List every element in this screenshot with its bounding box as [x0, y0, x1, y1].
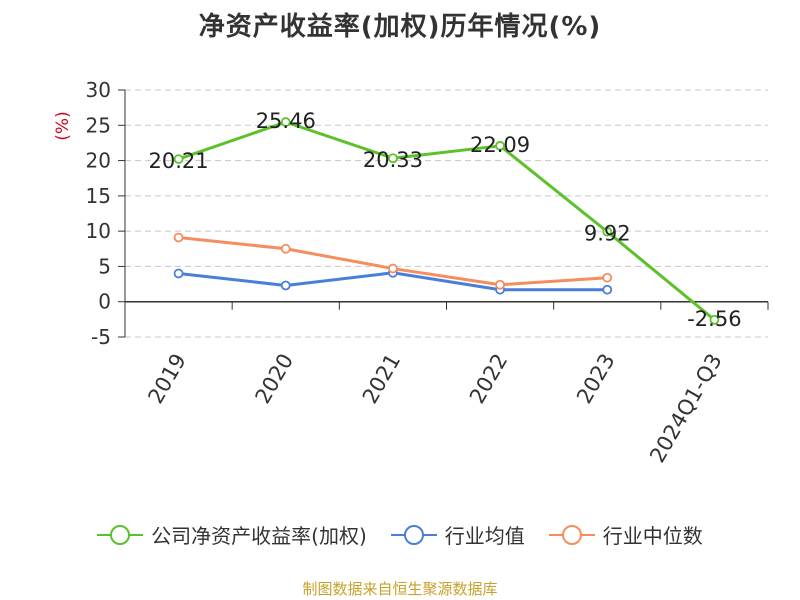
series-line	[178, 120, 716, 321]
x-tick-label: 2021	[358, 350, 406, 408]
data-point	[602, 284, 613, 295]
data-point	[280, 117, 291, 127]
y-tick-label: 30	[86, 78, 111, 102]
source-note: 制图数据来自恒生聚源数据库	[302, 580, 498, 598]
y-tick-label: 20	[86, 149, 111, 173]
data-label: 20.21	[149, 149, 209, 173]
legend-label: 公司净资产收益率(加权)	[151, 524, 367, 548]
legend: 公司净资产收益率(加权) 行业均值 行业中位数	[0, 520, 800, 549]
legend-item[interactable]: 行业中位数	[548, 520, 703, 549]
data-label: 22.09	[470, 133, 530, 157]
x-tick-label: 2019	[143, 350, 191, 408]
data-point	[173, 232, 184, 243]
data-point	[388, 263, 398, 274]
x-tick-label: 2022	[465, 350, 513, 408]
chart-title: 净资产收益率(加权)历年情况(%)	[198, 12, 602, 42]
y-tick-label: 25	[86, 113, 111, 137]
data-label: 20.33	[363, 148, 423, 172]
data-label: -2.56	[687, 307, 741, 331]
y-tick-label: -5	[91, 325, 111, 349]
data-point	[280, 280, 291, 291]
legend-marker-icon	[97, 524, 144, 545]
y-tick-label: 5	[98, 254, 111, 278]
series-line	[178, 236, 608, 287]
legend-item[interactable]: 行业均值	[390, 520, 525, 549]
data-point	[495, 140, 505, 151]
data-label: 25.46	[256, 109, 316, 133]
grid-layer	[125, 89, 768, 338]
data-point	[602, 272, 613, 283]
legend-label: 行业均值	[444, 524, 525, 548]
data-point	[602, 226, 613, 237]
data-point	[388, 153, 398, 164]
legend-marker-icon	[548, 524, 595, 545]
data-point	[495, 279, 505, 290]
y-tick-label: 15	[86, 184, 111, 208]
data-label-layer: 20.21 25.46 20.33 22.09 9.92 -2.56	[149, 109, 742, 331]
data-point	[173, 154, 184, 164]
y-tick-label: 10	[86, 219, 111, 243]
legend-marker-icon	[390, 524, 437, 545]
data-label: 9.92	[584, 222, 631, 246]
data-point	[709, 314, 720, 325]
x-tick-label: 2024Q1-Q3	[645, 350, 727, 467]
data-point	[173, 268, 184, 279]
x-tick-label: 2020	[251, 350, 299, 408]
x-tick-label: 2023	[572, 350, 620, 408]
legend-label: 行业中位数	[602, 524, 703, 548]
y-axis-label: (%)	[53, 111, 73, 140]
series-layer	[173, 117, 720, 325]
y-tick-label: 0	[98, 290, 111, 314]
legend-item[interactable]: 公司净资产收益率(加权)	[97, 520, 367, 549]
data-point	[280, 243, 291, 254]
